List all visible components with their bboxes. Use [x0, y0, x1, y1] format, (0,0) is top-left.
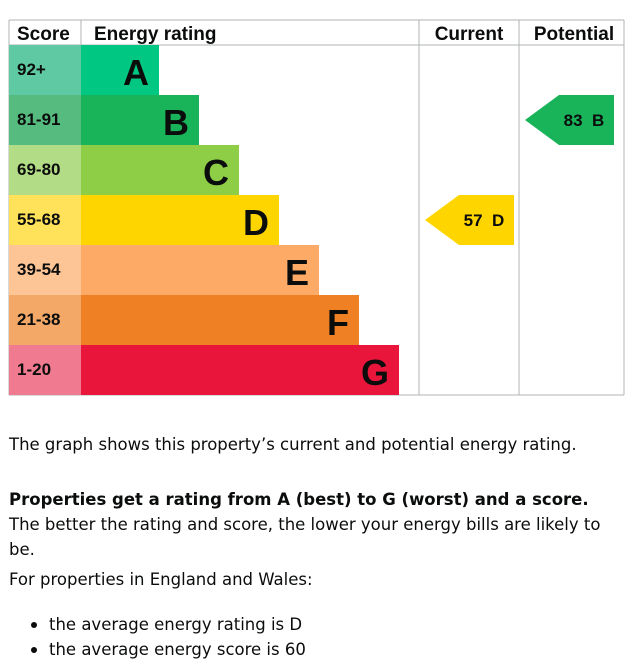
score-cell-e [9, 245, 81, 295]
header-score: Score [17, 24, 70, 45]
header-current: Current [435, 24, 504, 45]
score-range-a: 92+ [17, 60, 46, 79]
potential-rating-arrow [525, 95, 614, 145]
rating-letter-d: D [243, 202, 269, 243]
score-cell-c [9, 145, 81, 195]
rating-bar-f [81, 295, 359, 345]
rating-bar-g [81, 345, 399, 395]
rating-explanation: Properties get a rating from A (best) to… [9, 487, 624, 562]
score-range-g: 1-20 [17, 360, 51, 379]
averages-list: the average energy rating is D the avera… [9, 612, 306, 662]
rating-explanation-rest: The better the rating and score, the low… [9, 515, 601, 559]
list-item-average-rating: the average energy rating is D [9, 612, 306, 637]
header-potential: Potential [534, 24, 614, 45]
score-range-f: 21-38 [17, 310, 60, 329]
rating-markers: 57 D 83 B [425, 95, 614, 245]
score-range-e: 39-54 [17, 260, 61, 279]
list-item-average-score: the average energy score is 60 [9, 637, 306, 662]
rating-bar-b [81, 95, 199, 145]
score-cell-g [9, 345, 81, 395]
rating-letter-a: A [123, 52, 149, 93]
score-cell-f [9, 295, 81, 345]
energy-rating-chart: Score Energy rating Current Potential 92… [8, 19, 625, 396]
rating-explanation-bold: Properties get a rating from A (best) to… [9, 490, 589, 509]
rating-bar-a [81, 45, 159, 95]
score-range-d: 55-68 [17, 210, 60, 229]
score-range-c: 69-80 [17, 160, 60, 179]
rating-bar-e [81, 245, 319, 295]
rating-letter-f: F [327, 302, 349, 343]
rating-letter-e: E [285, 252, 309, 293]
rating-bar-d [81, 195, 279, 245]
graph-description: The graph shows this property’s current … [9, 435, 577, 454]
region-intro: For properties in England and Wales: [9, 570, 313, 589]
score-cell-d [9, 195, 81, 245]
rating-letter-c: C [203, 152, 229, 193]
score-cell-b [9, 95, 81, 145]
current-rating-label: 57 D [464, 211, 505, 230]
current-rating-arrow [425, 195, 514, 245]
rating-bar-c [81, 145, 239, 195]
rating-letter-b: B [163, 102, 189, 143]
potential-rating-label: 83 B [564, 111, 605, 130]
chart-headers: Score Energy rating Current Potential [17, 24, 614, 45]
score-cell-a [9, 45, 81, 95]
rating-letter-g: G [361, 352, 389, 393]
rating-bands: 92+ A 81-91 B 69-80 C 55-68 D 39-54 E 21-38 F 1-20 G [9, 45, 399, 395]
header-energy-rating: Energy rating [94, 24, 216, 45]
score-range-b: 81-91 [17, 110, 60, 129]
